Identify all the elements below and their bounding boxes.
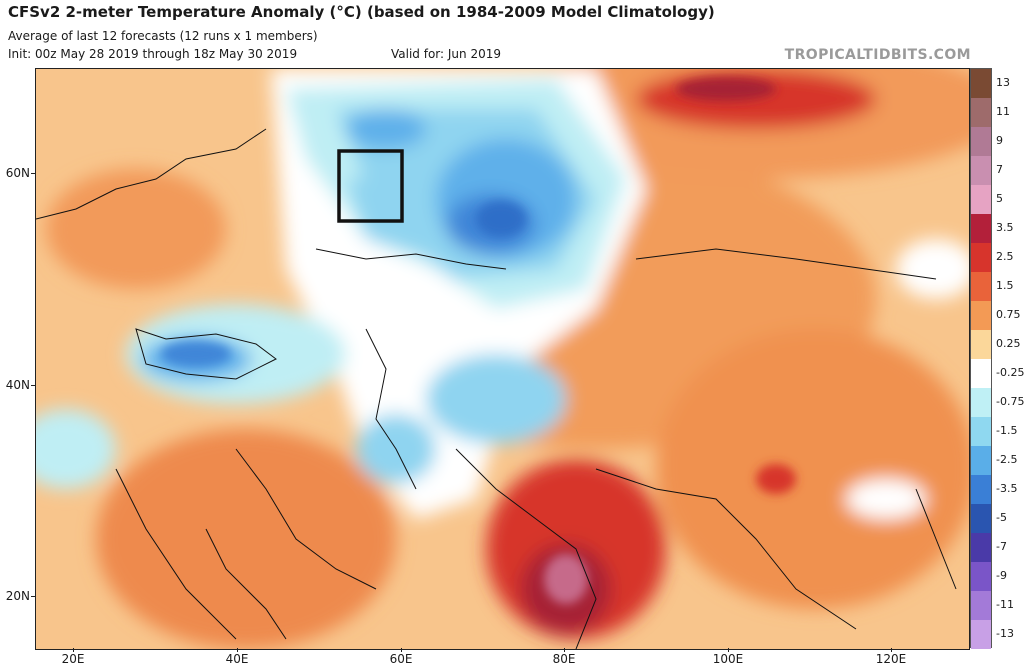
color-bar-label: -1.5 [996, 423, 1018, 437]
color-bar-label: 2.5 [996, 249, 1014, 263]
color-bar-label: 3.5 [996, 220, 1014, 234]
color-bar-swatch [971, 359, 991, 388]
color-bar-swatch [971, 127, 991, 156]
lon-label-80e: 80E [552, 652, 576, 666]
lon-tick [728, 648, 729, 652]
color-bar-swatch [971, 243, 991, 272]
color-bar-label: 0.75 [996, 307, 1021, 321]
color-bar-swatch [971, 504, 991, 533]
color-bar-label: -9 [996, 568, 1007, 582]
brand-watermark: TROPICALTIDBITS.COM [784, 47, 971, 63]
lon-label-100e: 100E [712, 652, 744, 666]
lon-tick [891, 648, 892, 652]
color-bar-swatch [971, 620, 991, 649]
color-bar-swatch [971, 591, 991, 620]
color-bar-label: -7 [996, 539, 1007, 553]
lon-tick [73, 648, 74, 652]
color-bar-swatch [971, 417, 991, 446]
lat-tick [31, 596, 35, 597]
color-bar-label: -0.75 [996, 394, 1024, 408]
lat-tick [31, 385, 35, 386]
color-bar-swatch [971, 156, 991, 185]
color-bar-swatch [971, 330, 991, 359]
color-bar-label: 0.25 [996, 336, 1021, 350]
color-bar-label: -11 [996, 597, 1014, 611]
valid-label: Valid for: Jun 2019 [391, 47, 501, 61]
color-bar-label: -3.5 [996, 481, 1018, 495]
color-bar-label: 13 [996, 75, 1010, 89]
color-bar-swatch [971, 185, 991, 214]
color-bar-label: -0.25 [996, 365, 1024, 379]
lon-tick [564, 648, 565, 652]
map-title: CFSv2 2-meter Temperature Anomaly (°C) (… [8, 3, 715, 21]
map-subtitle: Average of last 12 forecasts (12 runs x … [8, 29, 318, 43]
highlight-box [337, 149, 404, 223]
color-bar-swatch [971, 446, 991, 475]
color-bar-label: 9 [996, 133, 1003, 147]
coastlines [36, 128, 957, 649]
color-bar-label: -5 [996, 510, 1007, 524]
lon-label-20e: 20E [61, 652, 85, 666]
color-bar-swatch [971, 98, 991, 127]
lat-label-60n: 60N [5, 166, 30, 180]
color-bar-swatch [971, 475, 991, 504]
lon-label-120e: 120E [875, 652, 907, 666]
color-bar-label: 7 [996, 162, 1003, 176]
lon-tick [401, 648, 402, 652]
color-bar-swatch [971, 272, 991, 301]
color-bar-label: -2.5 [996, 452, 1018, 466]
color-bar-swatch [971, 562, 991, 591]
color-bar-label: 11 [996, 104, 1010, 118]
lat-label-40n: 40N [5, 378, 30, 392]
init-label: Init: 00z May 28 2019 through 18z May 30… [8, 47, 298, 61]
color-bar-label: -13 [996, 626, 1014, 640]
color-bar-swatch [971, 388, 991, 417]
lat-label-20n: 20N [5, 589, 30, 603]
color-bar-swatch [971, 69, 991, 98]
color-bar-label: 5 [996, 191, 1003, 205]
lon-label-60e: 60E [389, 652, 413, 666]
temperature-anomaly-map[interactable] [35, 68, 970, 650]
color-bar-swatch [971, 301, 991, 330]
color-bar [970, 68, 992, 649]
map-canvas [36, 69, 969, 649]
lat-tick [31, 173, 35, 174]
lon-tick [237, 648, 238, 652]
color-bar-label: 1.5 [996, 278, 1014, 292]
color-bar-swatch [971, 214, 991, 243]
lon-label-40e: 40E [225, 652, 249, 666]
color-bar-swatch [971, 533, 991, 562]
